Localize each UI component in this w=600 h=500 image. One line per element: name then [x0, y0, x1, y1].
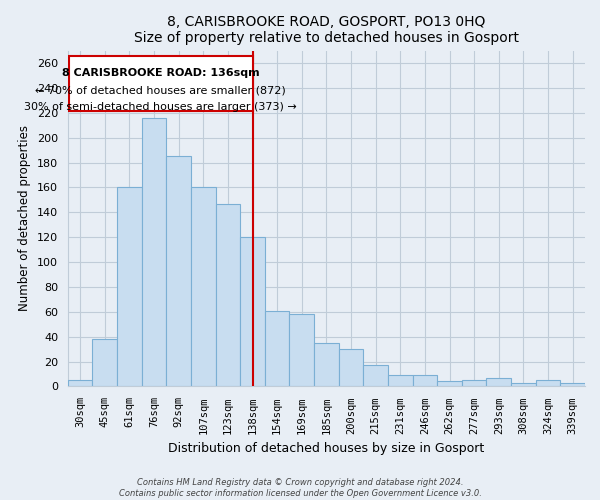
Bar	[166, 156, 191, 386]
Bar	[92, 339, 117, 386]
Bar	[117, 188, 142, 386]
Bar	[142, 118, 166, 386]
Bar	[314, 343, 339, 386]
Bar	[68, 380, 92, 386]
Y-axis label: Number of detached properties: Number of detached properties	[18, 126, 31, 312]
Bar	[289, 314, 314, 386]
Bar	[437, 382, 462, 386]
X-axis label: Distribution of detached houses by size in Gosport: Distribution of detached houses by size …	[168, 442, 485, 455]
Bar	[215, 204, 240, 386]
Bar	[536, 380, 560, 386]
Bar	[240, 237, 265, 386]
Bar	[413, 375, 437, 386]
Bar	[462, 380, 487, 386]
Bar	[511, 382, 536, 386]
Bar	[487, 378, 511, 386]
Text: Contains HM Land Registry data © Crown copyright and database right 2024.
Contai: Contains HM Land Registry data © Crown c…	[119, 478, 481, 498]
Bar	[191, 188, 215, 386]
Text: 30% of semi-detached houses are larger (373) →: 30% of semi-detached houses are larger (…	[25, 102, 297, 112]
Bar	[265, 310, 289, 386]
Bar	[339, 349, 364, 387]
Title: 8, CARISBROOKE ROAD, GOSPORT, PO13 0HQ
Size of property relative to detached hou: 8, CARISBROOKE ROAD, GOSPORT, PO13 0HQ S…	[134, 15, 519, 45]
Text: ← 70% of detached houses are smaller (872): ← 70% of detached houses are smaller (87…	[35, 86, 286, 96]
Bar	[364, 366, 388, 386]
Bar	[560, 382, 585, 386]
Text: 8 CARISBROOKE ROAD: 136sqm: 8 CARISBROOKE ROAD: 136sqm	[62, 68, 260, 78]
Bar	[388, 375, 413, 386]
FancyBboxPatch shape	[69, 56, 253, 112]
